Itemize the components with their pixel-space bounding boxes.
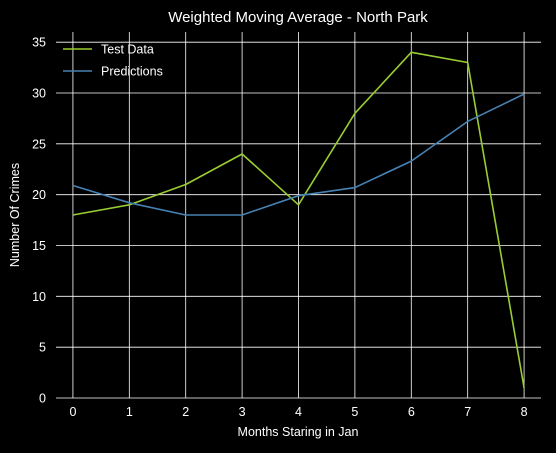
x-tick-labels: 0 1 2 3 4 5 6 7 8	[69, 405, 527, 419]
series-line-test-data	[72, 51, 525, 388]
y-axis-label: Number Of Crimes	[8, 163, 22, 267]
x-tick-label: 7	[464, 405, 471, 419]
x-tick-label: 8	[521, 405, 528, 419]
x-tick-label: 6	[408, 405, 415, 419]
y-tick-labels: 0 5 10 15 20 25 30 35	[32, 36, 46, 406]
legend: Test Data Predictions	[63, 43, 163, 79]
y-tick-label: 35	[32, 36, 46, 50]
x-tick-label: 2	[182, 405, 189, 419]
x-axis-label: Months Staring in Jan	[238, 425, 359, 439]
x-tick-label: 1	[126, 405, 133, 419]
x-tick-label: 0	[69, 405, 76, 419]
x-tick-label: 4	[295, 405, 302, 419]
y-tick-label: 0	[39, 392, 46, 406]
y-tick-label: 10	[32, 290, 46, 304]
y-tick-label: 15	[32, 239, 46, 253]
series-line-predictions	[72, 93, 525, 216]
series-lines	[72, 51, 525, 388]
grid	[56, 32, 541, 399]
y-tick-label: 30	[32, 87, 46, 101]
legend-label: Test Data	[101, 43, 154, 57]
x-tick-label: 5	[351, 405, 358, 419]
y-tick-label: 5	[39, 341, 46, 355]
y-tick-label: 25	[32, 137, 46, 151]
legend-label: Predictions	[101, 65, 163, 79]
x-tick-label: 3	[239, 405, 246, 419]
chart-title: Weighted Moving Average - North Park	[168, 9, 428, 26]
y-tick-label: 20	[32, 188, 46, 202]
